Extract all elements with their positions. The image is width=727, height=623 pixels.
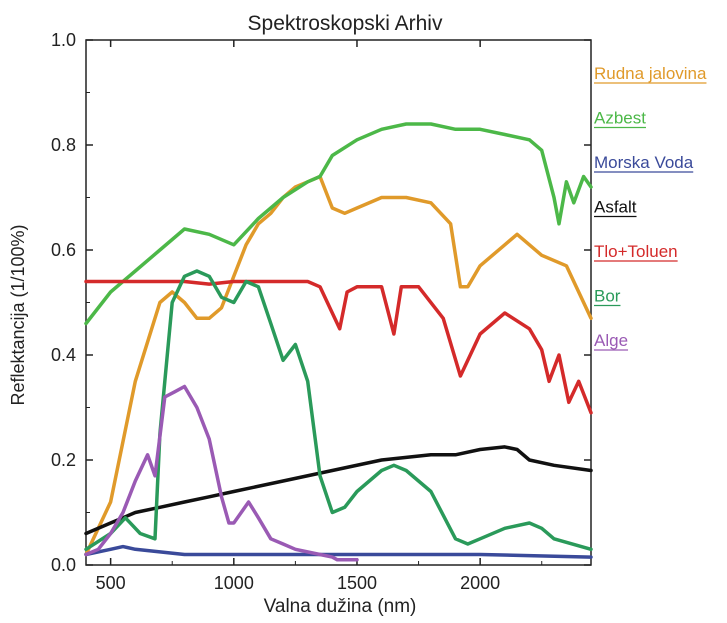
y-tick-label: 0.4 — [51, 345, 76, 365]
series-line-alge — [84, 384, 359, 562]
series-lines — [84, 122, 593, 562]
x-tick-label: 1000 — [214, 573, 254, 593]
series-line-rudna-jalovina — [84, 174, 593, 557]
legend-entry-rudna-jalovina: Rudna jalovina — [594, 64, 707, 83]
series-line-azbest — [84, 122, 593, 326]
legend-entry-bor: Bor — [594, 287, 621, 306]
x-tick-label: 2000 — [460, 573, 500, 593]
legend: Rudna jalovina Azbest Morska Voda Asfalt Tlo… — [594, 64, 707, 351]
y-axis-label: Reflektancija (1/100%) — [8, 224, 28, 405]
legend-entry-alge: Alge — [594, 331, 628, 350]
chart-title: Spektroskopski Arhiv — [248, 12, 443, 35]
x-tick-label: 500 — [96, 573, 126, 593]
series-line-morska-voda — [84, 544, 593, 559]
y-tick-label: 1.0 — [51, 30, 76, 50]
y-tick-label: 0.0 — [51, 555, 76, 575]
y-tick-label: 0.6 — [51, 240, 76, 260]
legend-entry-morska-voda: Morska Voda — [594, 153, 694, 172]
x-axis-label: Valna dužina (nm) — [264, 596, 417, 617]
x-axis: 500 1000 1500 2000 — [96, 40, 543, 593]
series-line-bor — [84, 269, 593, 552]
y-tick-label: 0.2 — [51, 450, 76, 470]
series-line-asfalt — [84, 445, 593, 536]
y-axis: 0.0 0.2 0.4 0.6 0.8 1.0 — [51, 30, 591, 575]
legend-entry-asfalt: Asfalt — [594, 198, 637, 217]
legend-entry-tlo-toluen: Tlo+Toluen — [594, 242, 678, 261]
x-tick-label: 1500 — [337, 573, 377, 593]
legend-entry-azbest: Azbest — [594, 109, 646, 128]
y-tick-label: 0.8 — [51, 135, 76, 155]
